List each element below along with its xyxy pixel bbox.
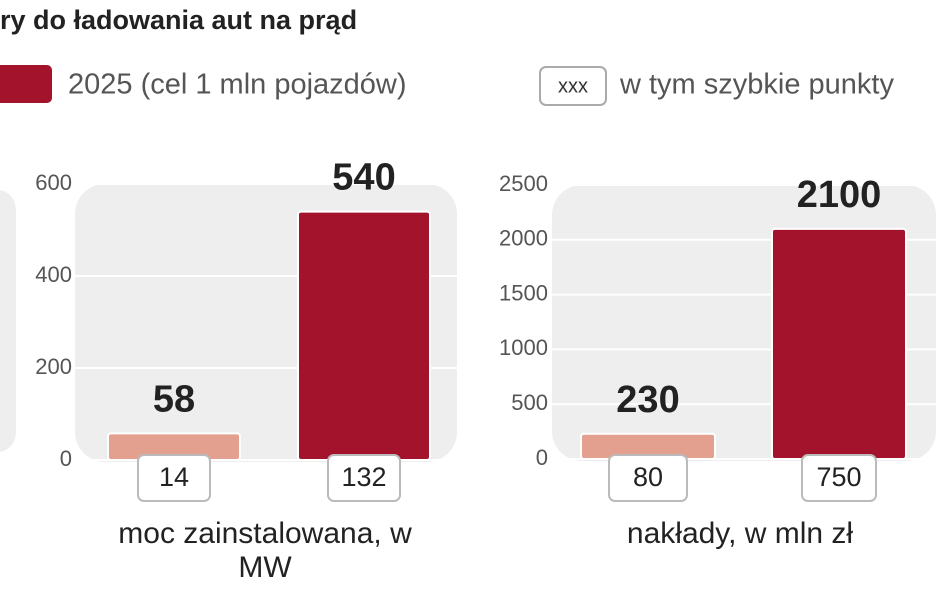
y-tick-label: 2000 — [499, 226, 548, 251]
y-tick-label: 500 — [511, 390, 548, 415]
subset-box — [137, 454, 211, 502]
value-label: 2100 — [797, 174, 882, 216]
x-axis-label: nakłady, w mln zł — [626, 517, 854, 550]
subset-box — [327, 454, 401, 502]
y-tick-label: 1500 — [499, 280, 548, 305]
y-tick-label: 200 — [35, 354, 72, 379]
title: ry do ładowania aut na prąd — [0, 5, 357, 35]
subset-label: 750 — [816, 462, 861, 492]
legend-swatch — [0, 65, 52, 103]
y-tick-label: 600 — [35, 170, 72, 195]
y-tick-label: 2500 — [499, 171, 548, 196]
value-label: 58 — [153, 378, 195, 420]
value-label: 230 — [616, 379, 679, 421]
y-tick-label: 0 — [536, 445, 548, 470]
subset-box — [608, 454, 688, 502]
cropped-panel — [0, 190, 16, 452]
y-tick-label: 1000 — [499, 335, 548, 360]
legend-key-box — [539, 66, 607, 106]
y-tick-label: 0 — [60, 446, 72, 471]
subset-label: 132 — [341, 462, 386, 492]
subset-label: 14 — [159, 462, 189, 492]
subset-label: 80 — [633, 462, 663, 492]
value-label: 540 — [332, 157, 395, 199]
legend-key: xxx — [558, 75, 588, 97]
subset-box — [801, 454, 877, 502]
bar — [771, 227, 907, 460]
x-axis-label: moc zainstalowana, w MW — [118, 517, 412, 584]
legend-label: w tym szybkie punkty — [619, 69, 894, 101]
bar — [297, 210, 431, 461]
legend-label: 2025 (cel 1 mln pojazdów) — [68, 69, 407, 101]
y-tick-label: 400 — [35, 262, 72, 287]
